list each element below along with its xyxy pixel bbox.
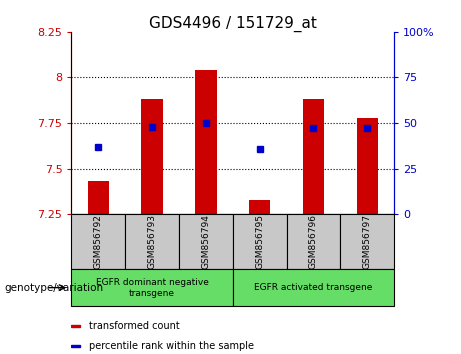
Bar (287, 214, 340, 269)
Bar (71, 269, 233, 306)
Bar (233, 269, 394, 306)
Text: genotype/variation: genotype/variation (5, 282, 104, 293)
Bar (125, 214, 179, 269)
Text: GSM856795: GSM856795 (255, 214, 264, 269)
Bar (233, 214, 287, 269)
Text: GSM856792: GSM856792 (94, 214, 103, 269)
Text: percentile rank within the sample: percentile rank within the sample (89, 341, 254, 351)
Bar (71, 214, 125, 269)
Text: EGFR activated transgene: EGFR activated transgene (254, 283, 372, 292)
Text: GSM856793: GSM856793 (148, 214, 157, 269)
Text: GSM856797: GSM856797 (363, 214, 372, 269)
Bar (179, 214, 233, 269)
Bar (303, 99, 324, 214)
Bar (88, 181, 109, 214)
Text: GSM856794: GSM856794 (201, 214, 210, 269)
Bar (249, 200, 271, 214)
Title: GDS4496 / 151729_at: GDS4496 / 151729_at (149, 16, 317, 32)
Bar (71, 345, 79, 347)
Bar (195, 70, 217, 214)
Bar (356, 118, 378, 214)
Text: GSM856796: GSM856796 (309, 214, 318, 269)
Bar (71, 325, 79, 327)
Bar (142, 99, 163, 214)
Text: transformed count: transformed count (89, 321, 180, 331)
Bar (340, 214, 394, 269)
Text: EGFR dominant negative
transgene: EGFR dominant negative transgene (96, 278, 208, 298)
